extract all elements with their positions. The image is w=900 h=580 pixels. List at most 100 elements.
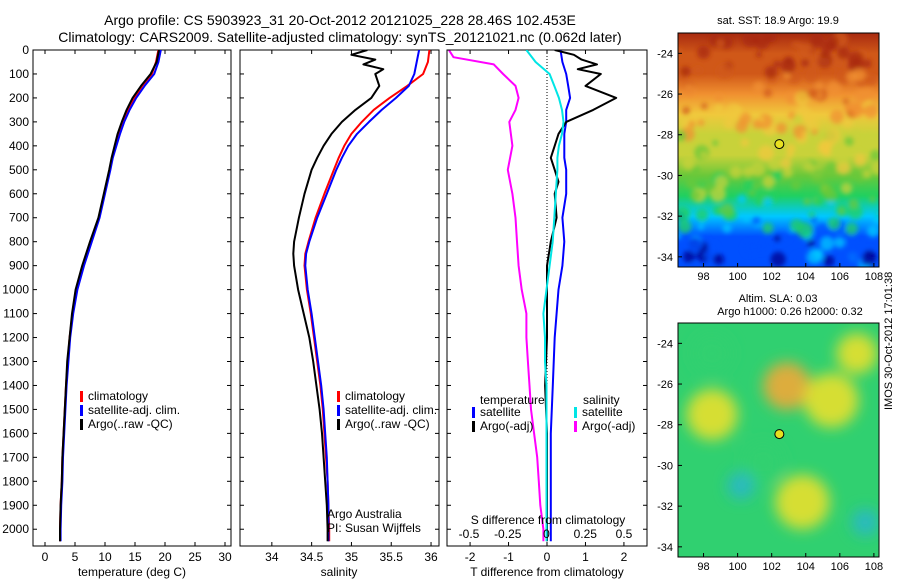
- sst-texture-blob: [762, 175, 775, 189]
- sst-texture-blob: [712, 205, 723, 216]
- map-x-tick-label: 108: [865, 561, 883, 573]
- sst-texture-blob: [865, 73, 878, 86]
- x2-tick-label: -0.5: [459, 527, 480, 541]
- sst-texture-blob: [803, 197, 811, 206]
- sla-feature-blob: [686, 389, 738, 441]
- legend-entry: climatology: [345, 389, 405, 403]
- map-y-tick-label: -32: [657, 211, 673, 223]
- sst-texture-blob: [825, 128, 841, 143]
- x-tick-label: 25: [188, 550, 202, 564]
- sst-texture-blob: [826, 80, 842, 96]
- y-tick-label: 1700: [2, 450, 29, 464]
- difference-panel: -2 -1 0 1 2 -0.5 -0.25 0 0.25 0.5 T difference fr…: [446, 49, 648, 579]
- map-y-tick-label: -24: [657, 48, 673, 60]
- x-tick-label: 5: [72, 550, 79, 564]
- y-tick-label: 500: [9, 163, 29, 177]
- sst-texture-blob: [803, 67, 819, 83]
- sst-texture-blob: [689, 190, 701, 201]
- series-line-argo: [59, 50, 160, 542]
- x-tick-label: 0: [544, 550, 551, 564]
- x-tick-label: 35: [345, 550, 359, 564]
- x-tick-label: 2: [621, 550, 628, 564]
- series-line-satellite: [549, 50, 572, 542]
- sst-texture-blob: [872, 213, 879, 225]
- sst-texture-blob: [786, 143, 796, 154]
- legend-title: salinity: [583, 393, 620, 407]
- sst-texture-blob: [712, 139, 719, 147]
- sst-texture-blob: [834, 150, 850, 165]
- series-line-satellite_salinity: [525, 50, 565, 542]
- x-tick-label: 35.5: [380, 550, 404, 564]
- sst-texture-blob: [850, 131, 862, 142]
- x-tick-label: 36: [424, 550, 438, 564]
- legend-entry: satellite-adj. clim.: [88, 403, 180, 417]
- sst-texture-blob: [695, 208, 709, 222]
- sst-texture-blob: [842, 98, 849, 105]
- sst-texture-blob: [806, 115, 821, 131]
- x-tick-label: 1: [582, 550, 589, 564]
- sst-texture-blob: [694, 144, 710, 161]
- sst-texture-blob: [794, 90, 810, 106]
- sst-texture-blob: [758, 145, 774, 161]
- map-y-tick-label: -28: [657, 420, 673, 432]
- sst-texture-blob: [848, 249, 860, 261]
- x-tick-label: 20: [158, 550, 172, 564]
- sst-texture-blob: [791, 41, 799, 48]
- y-tick-label: 700: [9, 211, 29, 225]
- y-tick-label: 1500: [2, 402, 29, 416]
- y-tick-label: 1100: [3, 307, 29, 321]
- sst-texture-blob: [782, 167, 793, 178]
- sst-texture-blob: [786, 69, 802, 85]
- map-x-tick-label: 98: [697, 561, 709, 573]
- legend-swatch: [80, 419, 83, 430]
- sst-texture-blob: [678, 219, 692, 234]
- sst-texture-blob: [678, 130, 687, 142]
- legend-entry: satellite-adj. clim.: [345, 403, 437, 417]
- salinity-xlabel: salinity: [321, 565, 358, 579]
- sst-texture-blob: [743, 215, 750, 223]
- sst-texture-blob: [862, 59, 872, 68]
- x-tick-label: 15: [128, 550, 142, 564]
- series-line-satellite: [304, 50, 421, 542]
- legend-entry: Argo(..raw -QC): [345, 417, 430, 431]
- x2-tick-label: 0: [543, 527, 550, 541]
- sst-texture-blob: [819, 182, 834, 197]
- sst-texture-blob: [704, 249, 714, 260]
- sla-feature-blob: [742, 440, 784, 482]
- map-y-tick-label: -30: [657, 170, 673, 182]
- sst-texture-blob: [764, 65, 778, 79]
- sst-texture-blob: [716, 63, 733, 80]
- legend-swatch: [337, 419, 340, 430]
- sst-texture-blob: [814, 196, 824, 206]
- sla-feature-blob: [804, 373, 859, 428]
- sst-texture-blob: [849, 103, 865, 118]
- figure-title-line2: Climatology: CARS2009. Satellite-adjuste…: [58, 29, 622, 45]
- sst-texture-blob: [801, 58, 810, 67]
- map-x-tick-label: 100: [728, 561, 746, 573]
- legend-swatch: [80, 405, 83, 416]
- temperature-axes-frame: [32, 49, 232, 547]
- difference-x2label: S difference from climatology: [471, 513, 626, 527]
- sla-map-subtitle: Argo h1000: 0.26 h2000: 0.32: [717, 306, 863, 318]
- map-x-tick-label: 98: [697, 271, 709, 283]
- sst-texture-blob: [782, 233, 791, 242]
- sst-texture-blob: [827, 217, 841, 231]
- sst-texture-blob: [682, 106, 691, 115]
- sst-texture-blob: [846, 232, 862, 248]
- sst-texture-blob: [701, 102, 708, 110]
- sst-map-frame: [677, 32, 880, 268]
- sst-texture-blob: [773, 235, 781, 242]
- sst-texture-blob: [767, 156, 782, 171]
- sla-feature-blob: [763, 362, 811, 410]
- sla-feature-blob: [727, 472, 755, 500]
- sst-map-title: sat. SST: 18.9 Argo: 19.9: [717, 15, 839, 27]
- sst-texture-blob: [691, 166, 701, 176]
- y-tick-label: 1600: [2, 426, 29, 440]
- sst-texture-blob: [742, 241, 758, 256]
- sst-texture-blob: [863, 131, 877, 146]
- sst-texture-blob: [752, 217, 761, 226]
- sst-texture-blob: [869, 195, 876, 203]
- sst-texture-blob: [680, 66, 691, 77]
- sst-texture-blob: [834, 68, 851, 85]
- sst-texture-blob: [742, 166, 754, 178]
